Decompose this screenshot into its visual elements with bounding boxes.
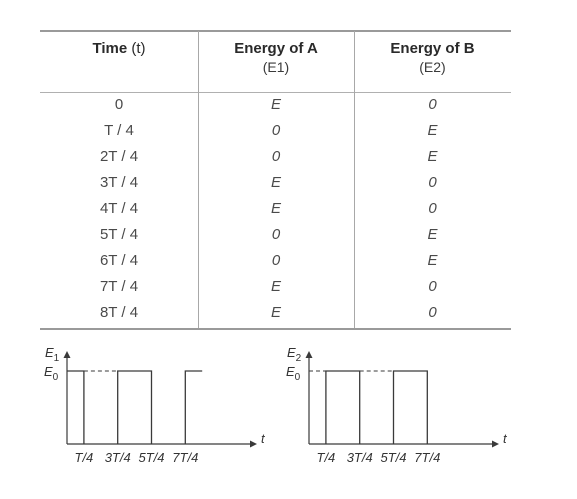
y-axis-arrow-icon bbox=[305, 351, 313, 358]
header-energy-a-symbol: (E1) bbox=[262, 59, 290, 75]
level-label: E0 bbox=[44, 364, 59, 383]
x-tick-label: 7T/4 bbox=[172, 450, 198, 465]
header-energy-b-symbol: (E2) bbox=[419, 59, 446, 75]
level-label-subscript: 0 bbox=[295, 372, 301, 383]
x-tick-label: 3T/4 bbox=[105, 450, 131, 465]
energy-pulse bbox=[325, 370, 361, 444]
header-energy-b-label: Energy of B bbox=[390, 40, 475, 57]
energy-a-cell: 0 bbox=[271, 122, 281, 139]
energy-b-cell: 0 bbox=[428, 174, 437, 191]
x-axis-arrow-icon bbox=[250, 440, 257, 448]
energy-pulse bbox=[184, 370, 203, 444]
energy-a-cell: E bbox=[270, 278, 281, 295]
energy-b-cell: E bbox=[427, 252, 438, 269]
table-bottom-rule bbox=[40, 328, 511, 330]
x-axis-arrow-icon bbox=[492, 440, 499, 448]
time-cell: 7T / 4 bbox=[99, 278, 139, 295]
table-top-rule bbox=[40, 30, 511, 32]
energy-b-cell: E bbox=[427, 148, 438, 165]
energy-a-cell: 0 bbox=[271, 226, 281, 243]
energy-pulse bbox=[67, 370, 85, 444]
time-cell: 3T / 4 bbox=[99, 174, 139, 191]
header-energy-a: Energy of A (E1) bbox=[198, 40, 354, 75]
x-tick-label: 5T/4 bbox=[138, 450, 164, 465]
x-tick-label: T/4 bbox=[75, 450, 94, 465]
x-axis-label: t bbox=[503, 431, 508, 446]
y-axis-label: E2 bbox=[287, 345, 302, 364]
energy-b-cell: 0 bbox=[428, 304, 437, 321]
energy-a-cell: E bbox=[270, 174, 281, 191]
energy-b-cell: 0 bbox=[428, 96, 437, 113]
header-time: Time (t) bbox=[40, 40, 198, 57]
energy-b-cell: 0 bbox=[428, 200, 437, 217]
header-energy-b: Energy of B (E2) bbox=[354, 40, 511, 75]
energy-a-cell: 0 bbox=[271, 252, 281, 269]
energy-pulse bbox=[392, 370, 428, 444]
y-axis-label-subscript: 1 bbox=[54, 353, 60, 364]
level-label: E0 bbox=[286, 364, 301, 383]
header-energy-a-label: Energy of A bbox=[234, 40, 318, 57]
time-cell: 0 bbox=[114, 96, 124, 113]
time-cell: 8T / 4 bbox=[99, 304, 139, 321]
x-tick-label: T/4 bbox=[317, 450, 336, 465]
y-axis-label-subscript: 2 bbox=[296, 353, 302, 364]
energy-pulse bbox=[117, 370, 153, 444]
time-cell: 4T / 4 bbox=[99, 200, 139, 217]
energy-b-cell: 0 bbox=[428, 278, 437, 295]
x-tick-label: 5T/4 bbox=[380, 450, 406, 465]
time-cell: 2T / 4 bbox=[99, 148, 139, 165]
energy-a-cell: E bbox=[270, 96, 281, 113]
table-column-divider bbox=[198, 31, 199, 328]
energy-b-cell: E bbox=[427, 226, 438, 243]
table-header-rule bbox=[40, 92, 511, 93]
x-axis-label: t bbox=[261, 431, 266, 446]
energy-a-cell: E bbox=[270, 200, 281, 217]
energy-b-cell: E bbox=[427, 122, 438, 139]
energy-a-cell: E bbox=[270, 304, 281, 321]
header-time-symbol: (t) bbox=[131, 40, 146, 57]
energy-a-cell: 0 bbox=[271, 148, 281, 165]
x-tick-label: 7T/4 bbox=[414, 450, 440, 465]
header-time-label: Time bbox=[92, 40, 128, 57]
table-column-divider bbox=[354, 31, 355, 328]
y-axis-label: E1 bbox=[45, 345, 60, 364]
x-tick-label: 3T/4 bbox=[347, 450, 373, 465]
level-label-subscript: 0 bbox=[53, 372, 59, 383]
time-cell: 6T / 4 bbox=[99, 252, 139, 269]
time-cell: T / 4 bbox=[104, 122, 134, 139]
time-cell: 5T / 4 bbox=[99, 226, 139, 243]
y-axis-arrow-icon bbox=[63, 351, 71, 358]
